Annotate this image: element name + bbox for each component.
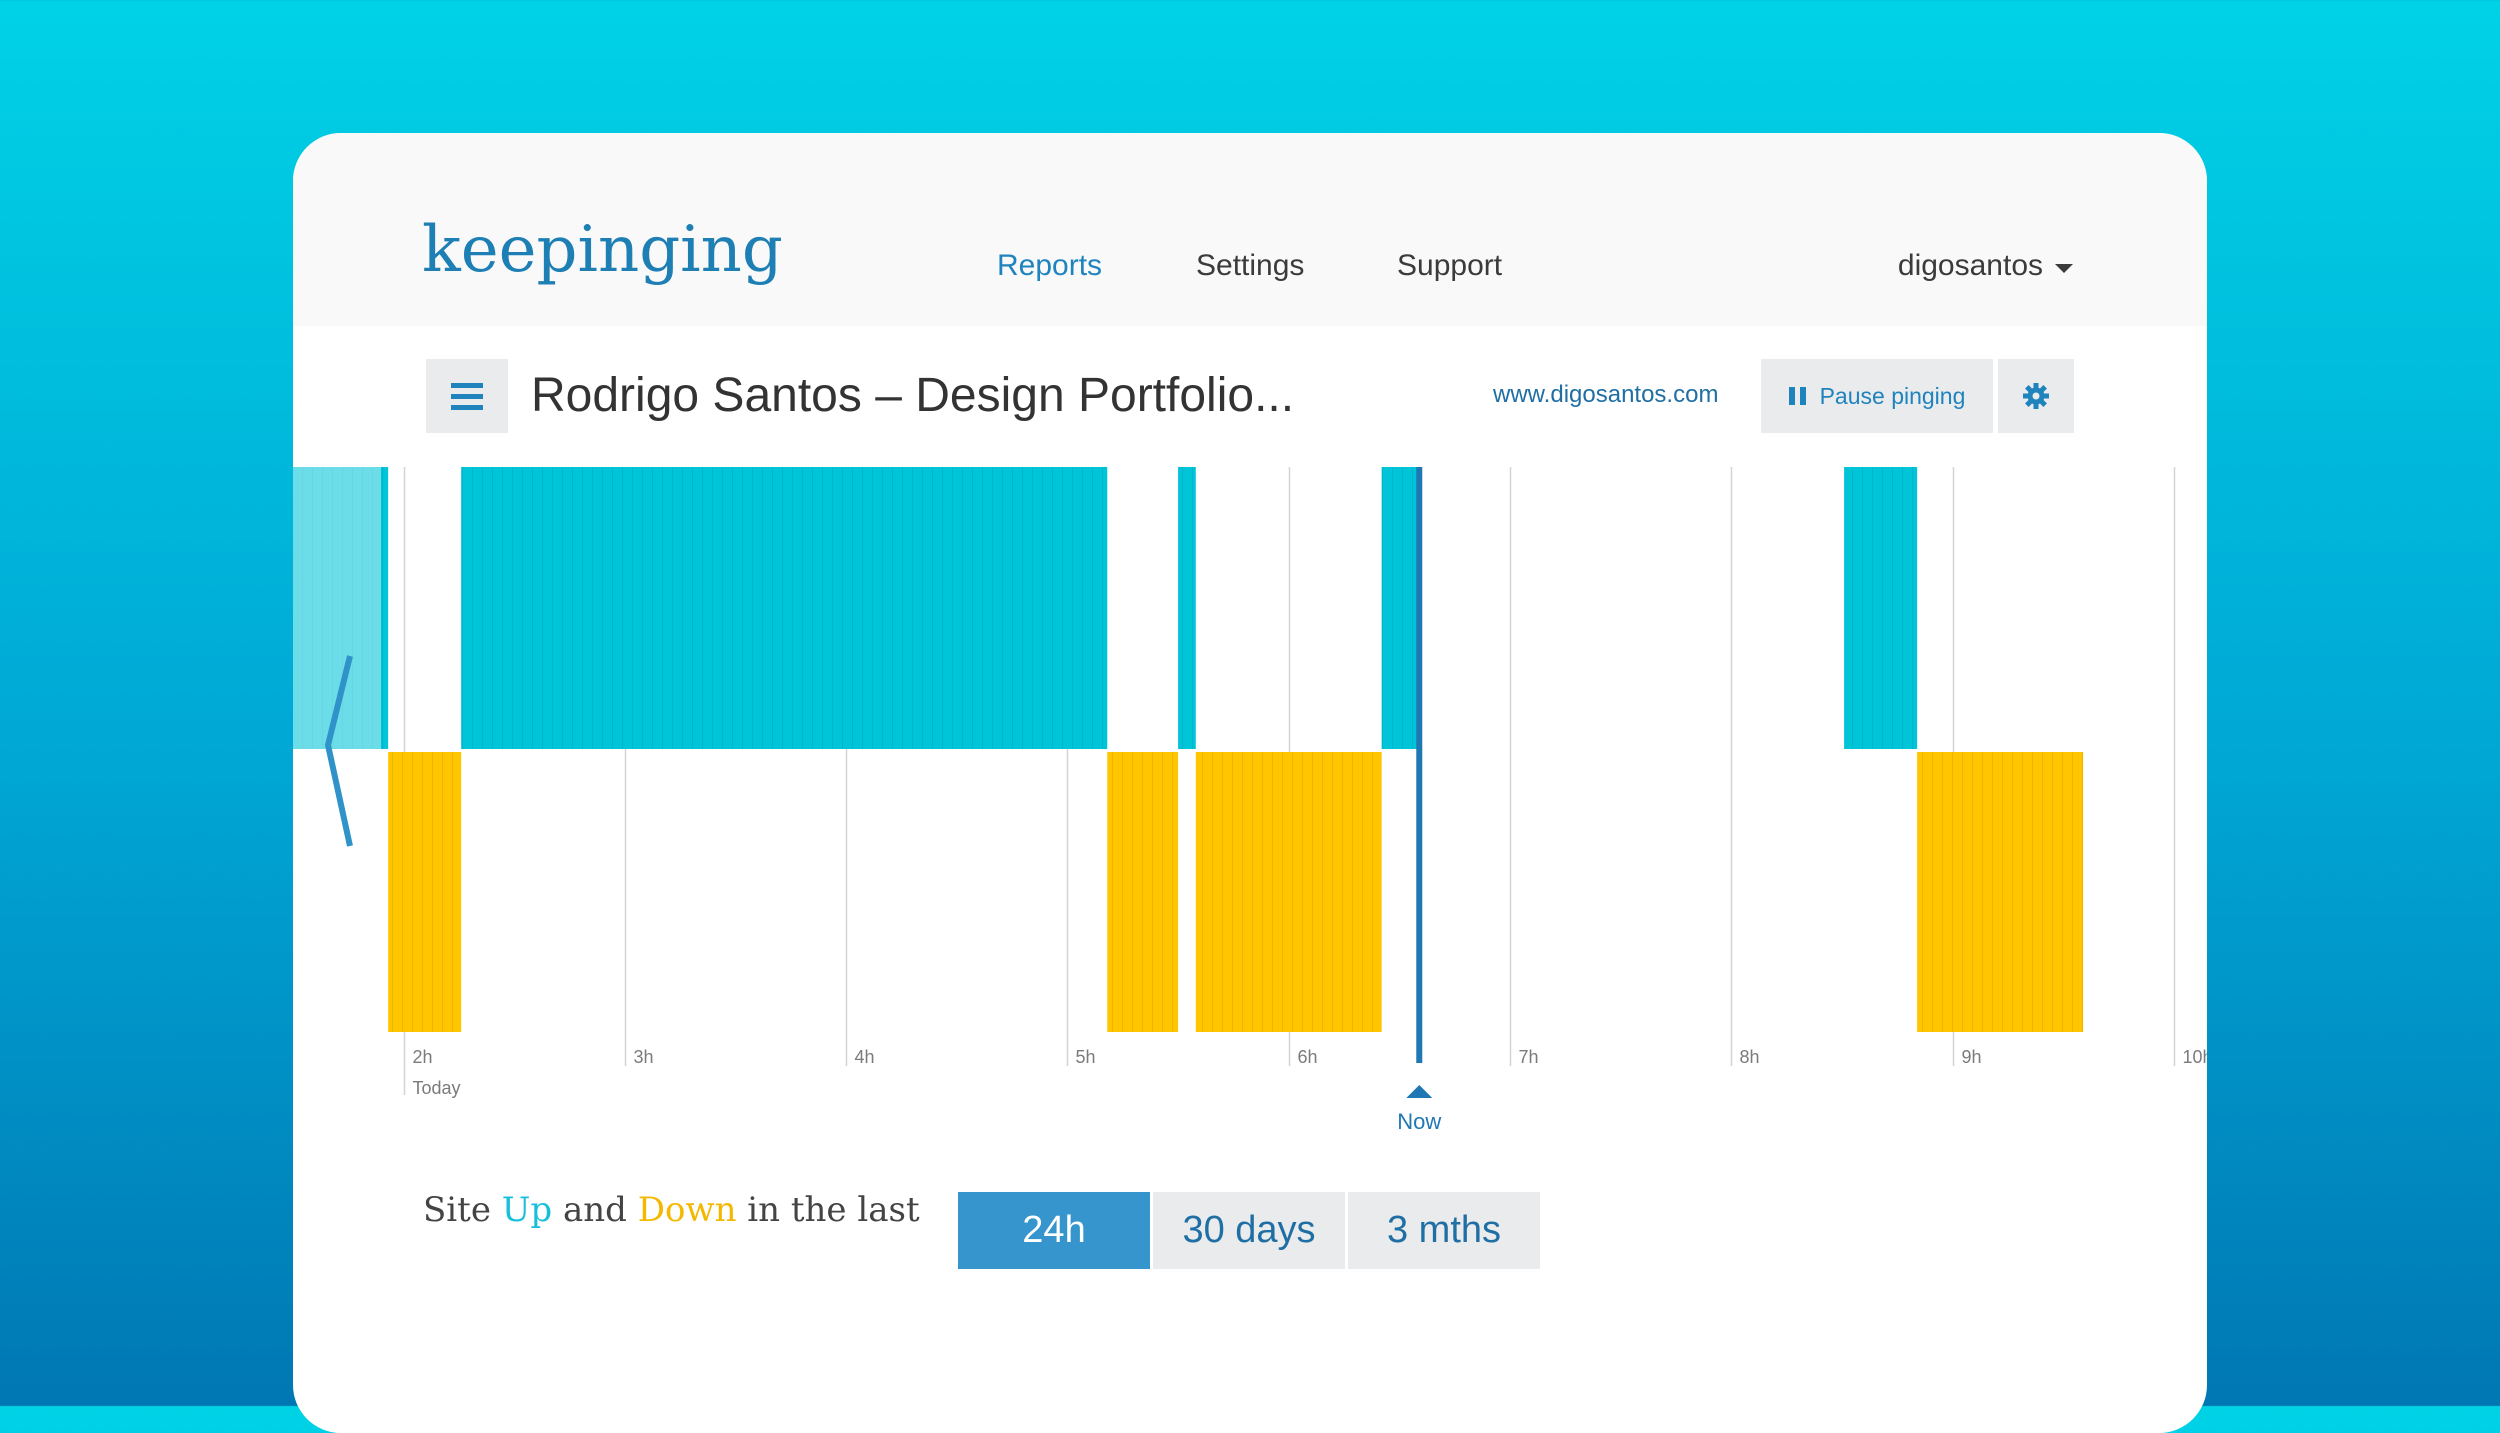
username: digosantos xyxy=(1897,249,2043,282)
nav-support[interactable]: Support xyxy=(1397,249,1503,282)
timeframe-caption: Site Up and Down in the last xyxy=(423,1190,920,1230)
site-url-link[interactable]: www.digosantos.com xyxy=(1493,381,1719,408)
logo[interactable]: keepinging xyxy=(422,213,783,287)
now-marker-line xyxy=(1416,467,1423,1063)
down-legend: Down xyxy=(637,1190,737,1230)
uptime-bar[interactable] xyxy=(1178,467,1196,749)
uptime-bar[interactable] xyxy=(461,467,1108,749)
now-label: Now xyxy=(1397,1109,1441,1133)
range-30-days-button[interactable]: 30 days xyxy=(1153,1192,1345,1269)
top-navigation-bar: keepinging Reports Settings Support digo… xyxy=(293,133,2207,326)
chevron-left-icon[interactable] xyxy=(324,655,353,847)
x-tick-label: 6h xyxy=(1298,1047,1318,1067)
x-tick-label: 10h xyxy=(2183,1047,2208,1067)
pause-pinging-button[interactable]: Pause pinging xyxy=(1761,359,1993,433)
x-tick-label: 9h xyxy=(1962,1047,1982,1067)
range-24h-button[interactable]: 24h xyxy=(958,1192,1150,1269)
site-title: Rodrigo Santos – Design Portfolio... xyxy=(531,369,1295,422)
hamburger-icon xyxy=(451,382,483,388)
downtime-bar[interactable] xyxy=(1195,752,1382,1032)
up-legend: Up xyxy=(501,1190,553,1230)
x-tick-label: 8h xyxy=(1740,1047,1760,1067)
app-window: keepinging Reports Settings Support digo… xyxy=(293,133,2207,1433)
uptime-bar[interactable] xyxy=(1844,467,1918,749)
uptime-chart: 2h 3h 4h 5h 6h 7h 8h 9h 10h Today Now xyxy=(293,467,2208,1133)
x-tick-label: 4h xyxy=(855,1047,875,1067)
x-tick-label: 3h xyxy=(634,1047,654,1067)
downtime-bar[interactable] xyxy=(1917,752,2084,1032)
sites-menu-button[interactable] xyxy=(426,359,508,433)
pause-icon xyxy=(1788,387,1806,405)
chevron-down-icon xyxy=(2055,263,2073,273)
x-tick-label: 2h xyxy=(413,1047,433,1067)
nav-settings[interactable]: Settings xyxy=(1196,249,1305,282)
pause-pinging-label: Pause pinging xyxy=(1819,382,1966,409)
range-3-months-button[interactable]: 3 mths xyxy=(1348,1192,1540,1269)
gear-icon xyxy=(2023,383,2049,409)
x-tick-label: 5h xyxy=(1076,1047,1096,1067)
user-menu[interactable]: digosantos xyxy=(1898,251,2073,281)
uptime-bar[interactable] xyxy=(1381,467,1418,749)
nav-reports[interactable]: Reports xyxy=(997,249,1103,282)
x-tick-label: 7h xyxy=(1519,1047,1539,1067)
downtime-bar[interactable] xyxy=(388,752,462,1032)
site-settings-button[interactable] xyxy=(1998,359,2074,433)
day-label: Today xyxy=(413,1078,461,1098)
now-marker-arrow xyxy=(1406,1085,1433,1098)
downtime-bar[interactable] xyxy=(1107,752,1179,1032)
